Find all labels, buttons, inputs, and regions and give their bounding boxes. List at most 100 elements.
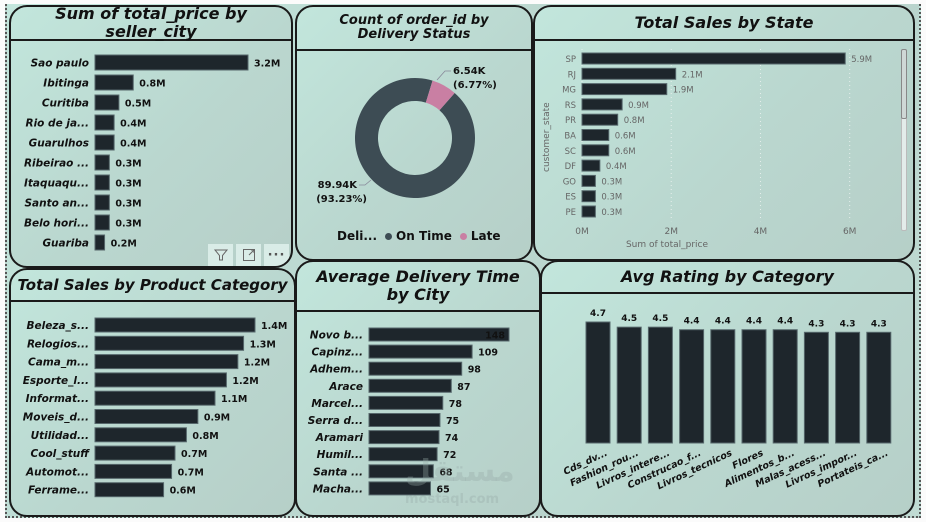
data-label-on-time-value: 89.94K bbox=[318, 180, 359, 191]
data-label: 4.4 bbox=[777, 317, 793, 327]
x-tick-label: 6M bbox=[843, 227, 857, 237]
bar bbox=[581, 52, 846, 65]
data-label: 0.3M bbox=[601, 208, 622, 218]
data-label: 0.8M bbox=[139, 79, 165, 90]
legend-item-on-time[interactable]: On Time bbox=[396, 229, 452, 243]
bar bbox=[94, 134, 115, 151]
bar bbox=[94, 335, 245, 351]
bar bbox=[94, 234, 106, 251]
category-label: Cama_m... bbox=[28, 357, 89, 369]
leader-line bbox=[359, 179, 372, 186]
category-label: Automot... bbox=[25, 466, 89, 478]
data-label: 5.9M bbox=[851, 55, 872, 65]
x-tick-label: 2M bbox=[664, 227, 678, 237]
category-label: Beleza_s... bbox=[26, 320, 89, 332]
category-label: Utilidad... bbox=[31, 430, 89, 442]
bar bbox=[94, 463, 173, 479]
category-label: RS bbox=[565, 101, 576, 111]
data-label-on-time-percent: (93.23%) bbox=[316, 194, 367, 205]
bar bbox=[94, 94, 120, 111]
bar bbox=[581, 67, 677, 80]
bar bbox=[368, 344, 473, 359]
category-label: PE bbox=[566, 208, 577, 218]
data-label: 4.4 bbox=[746, 317, 762, 327]
category-label: RJ bbox=[568, 70, 576, 80]
delivery-status-visual[interactable]: Count of order_id by Delivery Status 6.5… bbox=[295, 5, 533, 261]
data-label: 4.7 bbox=[590, 309, 606, 319]
category-label: Sao paulo bbox=[31, 58, 89, 70]
donut-slice-late bbox=[425, 80, 455, 111]
x-tick-label: 0M bbox=[575, 227, 589, 237]
scrollbar-thumb[interactable] bbox=[901, 49, 907, 119]
data-label: 0.2M bbox=[111, 239, 137, 250]
data-label: 87 bbox=[457, 382, 470, 393]
data-label: 0.5M bbox=[125, 99, 151, 110]
data-label-late-value: 6.54K bbox=[453, 66, 487, 77]
bar bbox=[368, 447, 438, 462]
category-label: Ibitinga bbox=[43, 78, 89, 90]
category-label: Humil... bbox=[317, 449, 363, 461]
data-label: 0.6M bbox=[615, 147, 636, 157]
more-options-icon[interactable]: ··· bbox=[264, 244, 289, 266]
category-label: Guariba bbox=[42, 238, 89, 250]
category-label: SP bbox=[565, 55, 576, 65]
bar bbox=[581, 174, 596, 187]
data-label: 1.4M bbox=[261, 321, 287, 332]
category-label: Ferrame... bbox=[28, 485, 89, 497]
data-label: 0.3M bbox=[115, 159, 141, 170]
delivery-time-visual[interactable]: Average Delivery Time by City Novo b... 1… bbox=[295, 260, 541, 517]
legend-item-late[interactable]: Late bbox=[470, 229, 501, 243]
category-label: Marcel... bbox=[311, 398, 363, 410]
category-label: Cool_stuff bbox=[31, 448, 91, 460]
data-label: 98 bbox=[468, 365, 482, 376]
data-label: 4.3 bbox=[840, 319, 856, 329]
visual-title: Sum of total_price by seller_city bbox=[11, 7, 291, 41]
legend-title: Deli... bbox=[337, 229, 378, 243]
bar bbox=[368, 378, 452, 393]
data-label: 1.9M bbox=[673, 86, 694, 96]
category-label: GO bbox=[563, 177, 577, 187]
state-sales-visual[interactable]: Total Sales by State 0M 2M 4M 6M Sum of tota… bbox=[533, 5, 915, 261]
bar bbox=[368, 361, 463, 376]
ribbon-remnant bbox=[0, 0, 926, 5]
bar bbox=[581, 113, 619, 126]
data-label: 4.4 bbox=[715, 317, 731, 327]
category-label: Curitiba bbox=[42, 98, 89, 110]
category-label: Ribeirao ... bbox=[24, 158, 89, 170]
data-label: 1.2M bbox=[232, 376, 258, 387]
bar bbox=[835, 331, 861, 444]
watermark-arabic: مستقل bbox=[405, 454, 515, 489]
bar bbox=[710, 329, 736, 444]
category-label: Santa ... bbox=[313, 466, 363, 478]
focus-mode-icon[interactable] bbox=[236, 244, 261, 266]
data-label: 4.3 bbox=[808, 319, 824, 329]
seller-city-visual[interactable]: Sum of total_price by seller_city Sao pa… bbox=[9, 5, 293, 268]
bar bbox=[94, 114, 115, 131]
category-label: Arace bbox=[328, 381, 363, 393]
category-label: Moveis_d... bbox=[23, 412, 89, 424]
data-label: 2.1M bbox=[682, 70, 703, 80]
category-label: PR bbox=[565, 116, 576, 126]
bar bbox=[368, 327, 510, 342]
data-label: 109 bbox=[478, 348, 498, 359]
product-category-visual[interactable]: Total Sales by Product Category Beleza_s… bbox=[9, 268, 296, 517]
category-label: BA bbox=[564, 132, 576, 142]
bar bbox=[94, 194, 110, 211]
category-label: Relogios... bbox=[27, 338, 89, 350]
data-label: 0.3M bbox=[115, 199, 141, 210]
legend-dot-on-time bbox=[385, 232, 393, 240]
data-label: 4.4 bbox=[684, 317, 700, 327]
visual-title: Total Sales by Product Category bbox=[11, 270, 294, 302]
rating-category-visual[interactable]: Avg Rating by Category 4.7 Cds_dv... 4.5 Fa… bbox=[540, 260, 915, 517]
category-label: Novo b... bbox=[310, 330, 363, 342]
bar bbox=[803, 331, 829, 444]
bar bbox=[94, 445, 176, 461]
data-label: 0.4M bbox=[120, 119, 146, 130]
visual-title: Count of order_id by Delivery Status bbox=[297, 7, 531, 51]
rating-category-chart: 4.7Cds_dv...4.5Fashion_rou...4.5Livros_i… bbox=[562, 309, 892, 492]
data-label: 1.1M bbox=[221, 394, 247, 405]
bar bbox=[368, 481, 431, 496]
data-label: 3.2M bbox=[254, 59, 280, 70]
filter-icon[interactable] bbox=[208, 244, 233, 266]
category-label: Rio de ja... bbox=[26, 118, 90, 130]
